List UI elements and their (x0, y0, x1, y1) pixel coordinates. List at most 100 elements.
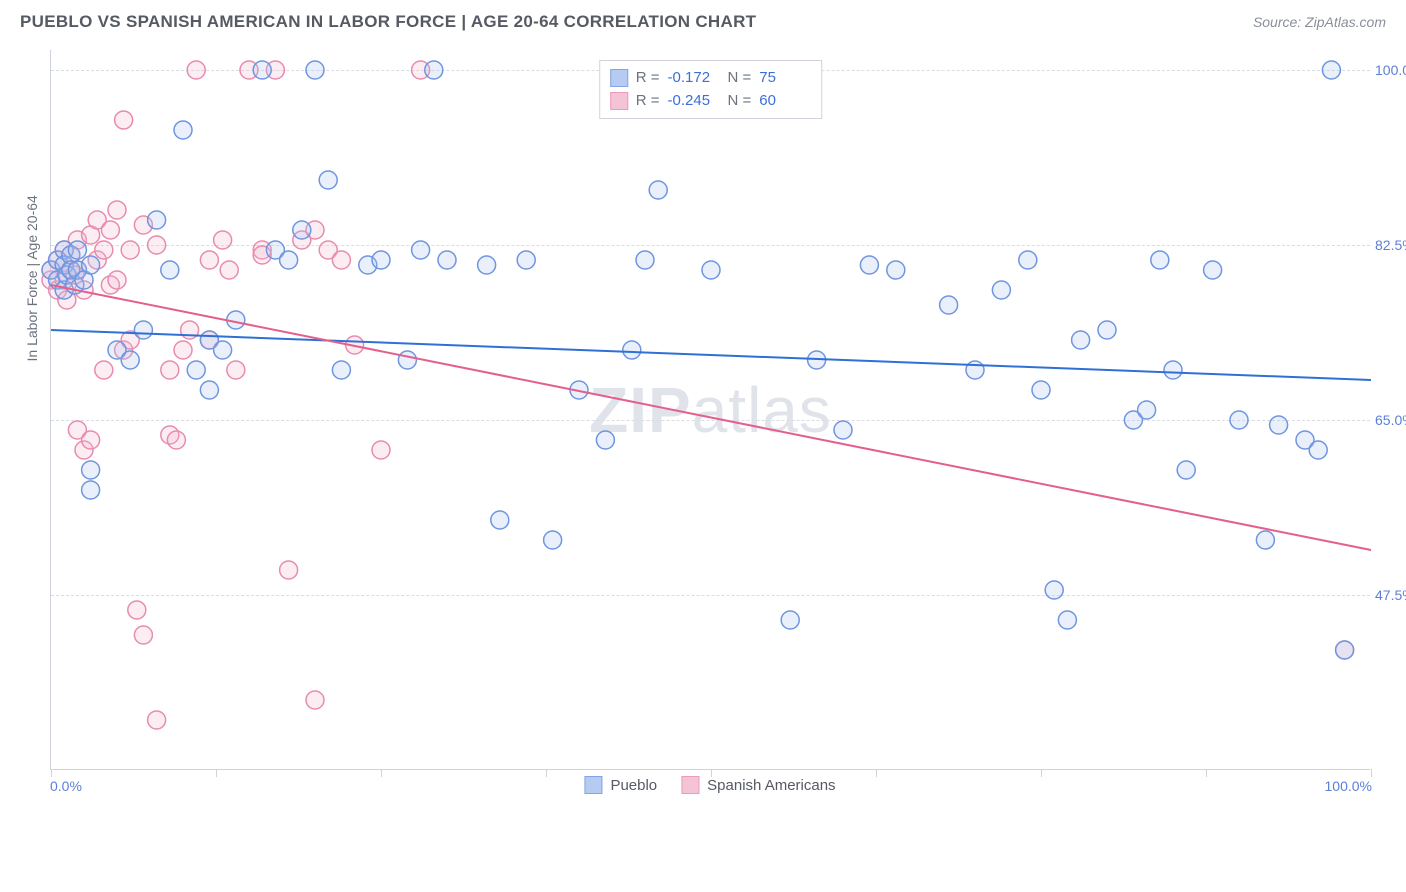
scatter-point-pueblo (187, 361, 205, 379)
scatter-point-pueblo (425, 61, 443, 79)
scatter-point-spanish-americans (227, 361, 245, 379)
x-tick (546, 769, 547, 777)
scatter-point-spanish-americans (115, 111, 133, 129)
scatter-point-pueblo (1072, 331, 1090, 349)
scatter-point-spanish-americans (372, 441, 390, 459)
scatter-point-pueblo (82, 256, 100, 274)
x-tick (1206, 769, 1207, 777)
scatter-point-pueblo (398, 351, 416, 369)
scatter-point-pueblo (1045, 581, 1063, 599)
scatter-point-pueblo (306, 61, 324, 79)
scatter-point-pueblo (174, 121, 192, 139)
scatter-point-pueblo (1336, 641, 1354, 659)
scatter-point-spanish-americans (280, 561, 298, 579)
legend-item-pueblo: Pueblo (584, 776, 657, 794)
stat-r-value: -0.245 (668, 90, 720, 113)
scatter-point-spanish-americans (174, 341, 192, 359)
x-axis-max-label: 100.0% (1325, 778, 1372, 794)
stat-n-value: 75 (759, 67, 811, 90)
scatter-point-spanish-americans (95, 241, 113, 259)
scatter-point-pueblo (68, 241, 86, 259)
stat-n-label: N = (728, 90, 752, 113)
scatter-point-pueblo (636, 251, 654, 269)
scatter-point-pueblo (134, 321, 152, 339)
scatter-point-pueblo (438, 251, 456, 269)
scatter-point-pueblo (319, 171, 337, 189)
scatter-point-pueblo (280, 251, 298, 269)
scatter-point-pueblo (517, 251, 535, 269)
scatter-point-spanish-americans (148, 236, 166, 254)
y-tick-label: 47.5% (1375, 587, 1406, 603)
scatter-point-spanish-americans (200, 251, 218, 269)
scatter-point-spanish-americans (134, 626, 152, 644)
trend-line-spanish-americans (51, 285, 1371, 550)
scatter-point-pueblo (860, 256, 878, 274)
scatter-point-pueblo (623, 341, 641, 359)
scatter-point-pueblo (1230, 411, 1248, 429)
scatter-point-spanish-americans (214, 231, 232, 249)
scatter-point-pueblo (1309, 441, 1327, 459)
bottom-legend: Pueblo Spanish Americans (584, 776, 835, 794)
stats-legend: R = -0.172 N = 75 R = -0.245 N = 60 (599, 60, 823, 119)
x-tick (876, 769, 877, 777)
scatter-point-spanish-americans (161, 361, 179, 379)
legend-label: Spanish Americans (707, 777, 835, 794)
y-axis-title: In Labor Force | Age 20-64 (24, 195, 40, 361)
x-axis-min-label: 0.0% (50, 778, 82, 794)
scatter-point-spanish-americans (108, 271, 126, 289)
x-tick (1041, 769, 1042, 777)
y-tick-label: 65.0% (1375, 412, 1406, 428)
scatter-point-pueblo (1270, 416, 1288, 434)
stats-row-spanish: R = -0.245 N = 60 (610, 90, 812, 113)
trend-line-pueblo (51, 330, 1371, 380)
scatter-point-pueblo (1138, 401, 1156, 419)
scatter-point-pueblo (1019, 251, 1037, 269)
scatter-point-pueblo (596, 431, 614, 449)
scatter-point-pueblo (1098, 321, 1116, 339)
scatter-point-pueblo (148, 211, 166, 229)
scatter-point-pueblo (491, 511, 509, 529)
scatter-point-pueblo (82, 461, 100, 479)
x-tick (51, 769, 52, 777)
scatter-point-pueblo (1204, 261, 1222, 279)
scatter-point-pueblo (478, 256, 496, 274)
scatter-point-pueblo (992, 281, 1010, 299)
scatter-point-pueblo (412, 241, 430, 259)
stat-n-value: 60 (759, 90, 811, 113)
scatter-point-pueblo (1322, 61, 1340, 79)
scatter-point-pueblo (781, 611, 799, 629)
scatter-point-pueblo (702, 261, 720, 279)
source-attribution: Source: ZipAtlas.com (1253, 14, 1386, 30)
stats-row-pueblo: R = -0.172 N = 75 (610, 67, 812, 90)
scatter-point-spanish-americans (82, 431, 100, 449)
scatter-point-spanish-americans (220, 261, 238, 279)
swatch-spanish (610, 92, 628, 110)
scatter-point-spanish-americans (332, 251, 350, 269)
scatter-point-pueblo (1058, 611, 1076, 629)
scatter-point-pueblo (966, 361, 984, 379)
scatter-point-pueblo (293, 221, 311, 239)
scatter-point-pueblo (332, 361, 350, 379)
scatter-point-pueblo (82, 481, 100, 499)
stat-r-label: R = (636, 67, 660, 90)
x-tick (1371, 769, 1372, 777)
plot-area: ZIPatlas 47.5%65.0%82.5%100.0% R = -0.17… (50, 50, 1370, 770)
scatter-point-spanish-americans (167, 431, 185, 449)
x-tick (216, 769, 217, 777)
scatter-point-spanish-americans (108, 201, 126, 219)
legend-swatch-spanish (681, 776, 699, 794)
scatter-point-pueblo (1177, 461, 1195, 479)
legend-label: Pueblo (610, 777, 657, 794)
scatter-point-pueblo (121, 351, 139, 369)
plot-svg (51, 50, 1370, 769)
scatter-point-pueblo (161, 261, 179, 279)
scatter-point-spanish-americans (306, 691, 324, 709)
scatter-point-spanish-americans (95, 361, 113, 379)
scatter-point-pueblo (834, 421, 852, 439)
scatter-point-pueblo (214, 341, 232, 359)
y-tick-label: 100.0% (1375, 62, 1406, 78)
y-tick-label: 82.5% (1375, 237, 1406, 253)
x-tick (381, 769, 382, 777)
legend-item-spanish: Spanish Americans (681, 776, 835, 794)
swatch-pueblo (610, 69, 628, 87)
